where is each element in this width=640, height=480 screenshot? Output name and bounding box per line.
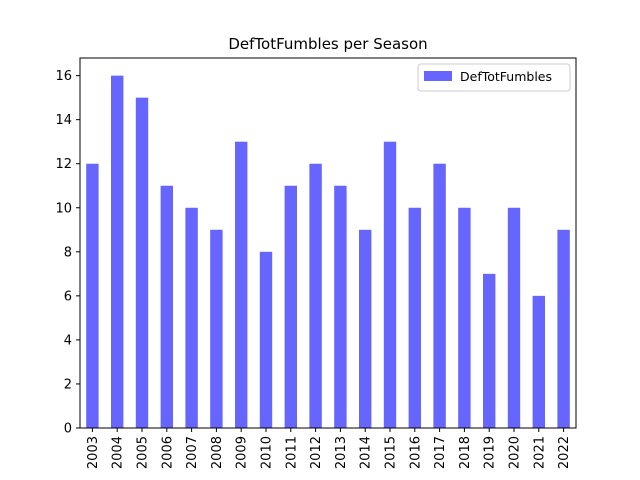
x-tick-label: 2006 bbox=[160, 436, 175, 469]
x-tick-label: 2019 bbox=[483, 436, 498, 469]
bar-2018 bbox=[458, 207, 471, 428]
y-tick-label: 10 bbox=[55, 201, 72, 216]
x-tick-label: 2004 bbox=[111, 436, 126, 469]
y-tick-label: 6 bbox=[64, 289, 72, 304]
x-tick-label: 2011 bbox=[284, 436, 299, 469]
y-tick-label: 8 bbox=[64, 245, 72, 260]
y-tick-label: 2 bbox=[64, 377, 72, 392]
bar-2013 bbox=[334, 185, 347, 428]
y-tick-label: 12 bbox=[55, 157, 72, 172]
bar-2007 bbox=[185, 207, 198, 428]
x-tick-label: 2003 bbox=[86, 436, 101, 469]
legend-label: DefTotFumbles bbox=[460, 69, 552, 84]
x-tick-label: 2007 bbox=[185, 436, 200, 469]
legend-swatch bbox=[424, 71, 452, 81]
x-tick-label: 2012 bbox=[309, 436, 324, 469]
bar-2021 bbox=[532, 295, 545, 428]
y-tick-label: 14 bbox=[55, 113, 72, 128]
x-tick-label: 2005 bbox=[136, 436, 151, 469]
bar-2005 bbox=[135, 97, 149, 429]
legend: DefTotFumbles bbox=[417, 63, 571, 92]
x-tick-label: 2013 bbox=[334, 436, 349, 469]
bar-2010 bbox=[259, 251, 273, 428]
x-tick-label: 2020 bbox=[508, 436, 523, 469]
x-tick-label: 2017 bbox=[433, 436, 448, 469]
plot-frame bbox=[79, 57, 577, 429]
chart-title: DefTotFumbles per Season bbox=[228, 35, 427, 53]
bar-2017 bbox=[433, 163, 446, 428]
x-tick-label: 2015 bbox=[384, 436, 399, 469]
bar-2006 bbox=[160, 185, 173, 428]
x-tick-label: 2009 bbox=[235, 436, 250, 469]
bar-2012 bbox=[309, 163, 322, 428]
bar-2011 bbox=[284, 185, 297, 428]
y-tick-label: 0 bbox=[64, 422, 72, 437]
bar-2003 bbox=[86, 163, 99, 428]
x-tick-label: 2008 bbox=[210, 436, 225, 469]
x-axis: 2003 2004 2005 2006 2007 2008 2009 2010 2011 2012… bbox=[86, 428, 572, 469]
x-tick-label: 2018 bbox=[458, 436, 473, 469]
bar-2009 bbox=[235, 141, 248, 428]
bar-2020 bbox=[507, 207, 521, 428]
bars-layer bbox=[86, 75, 570, 429]
bar-2015 bbox=[383, 141, 397, 428]
y-axis: 0 2 4 6 8 10 12 14 16 bbox=[55, 69, 80, 437]
bar-2022 bbox=[557, 229, 570, 428]
x-tick-label: 2016 bbox=[408, 436, 423, 469]
x-tick-label: 2021 bbox=[532, 436, 547, 469]
bar-2008 bbox=[210, 229, 223, 428]
bar-2014 bbox=[359, 229, 372, 428]
bar-2019 bbox=[483, 273, 496, 428]
y-tick-label: 16 bbox=[55, 69, 72, 84]
bar-2004 bbox=[111, 75, 124, 428]
x-tick-label: 2014 bbox=[359, 436, 374, 469]
x-tick-label: 2022 bbox=[557, 436, 572, 469]
y-tick-label: 4 bbox=[64, 333, 72, 348]
legend-box bbox=[417, 63, 571, 92]
bar-2016 bbox=[408, 207, 421, 428]
x-tick-label: 2010 bbox=[260, 436, 275, 469]
